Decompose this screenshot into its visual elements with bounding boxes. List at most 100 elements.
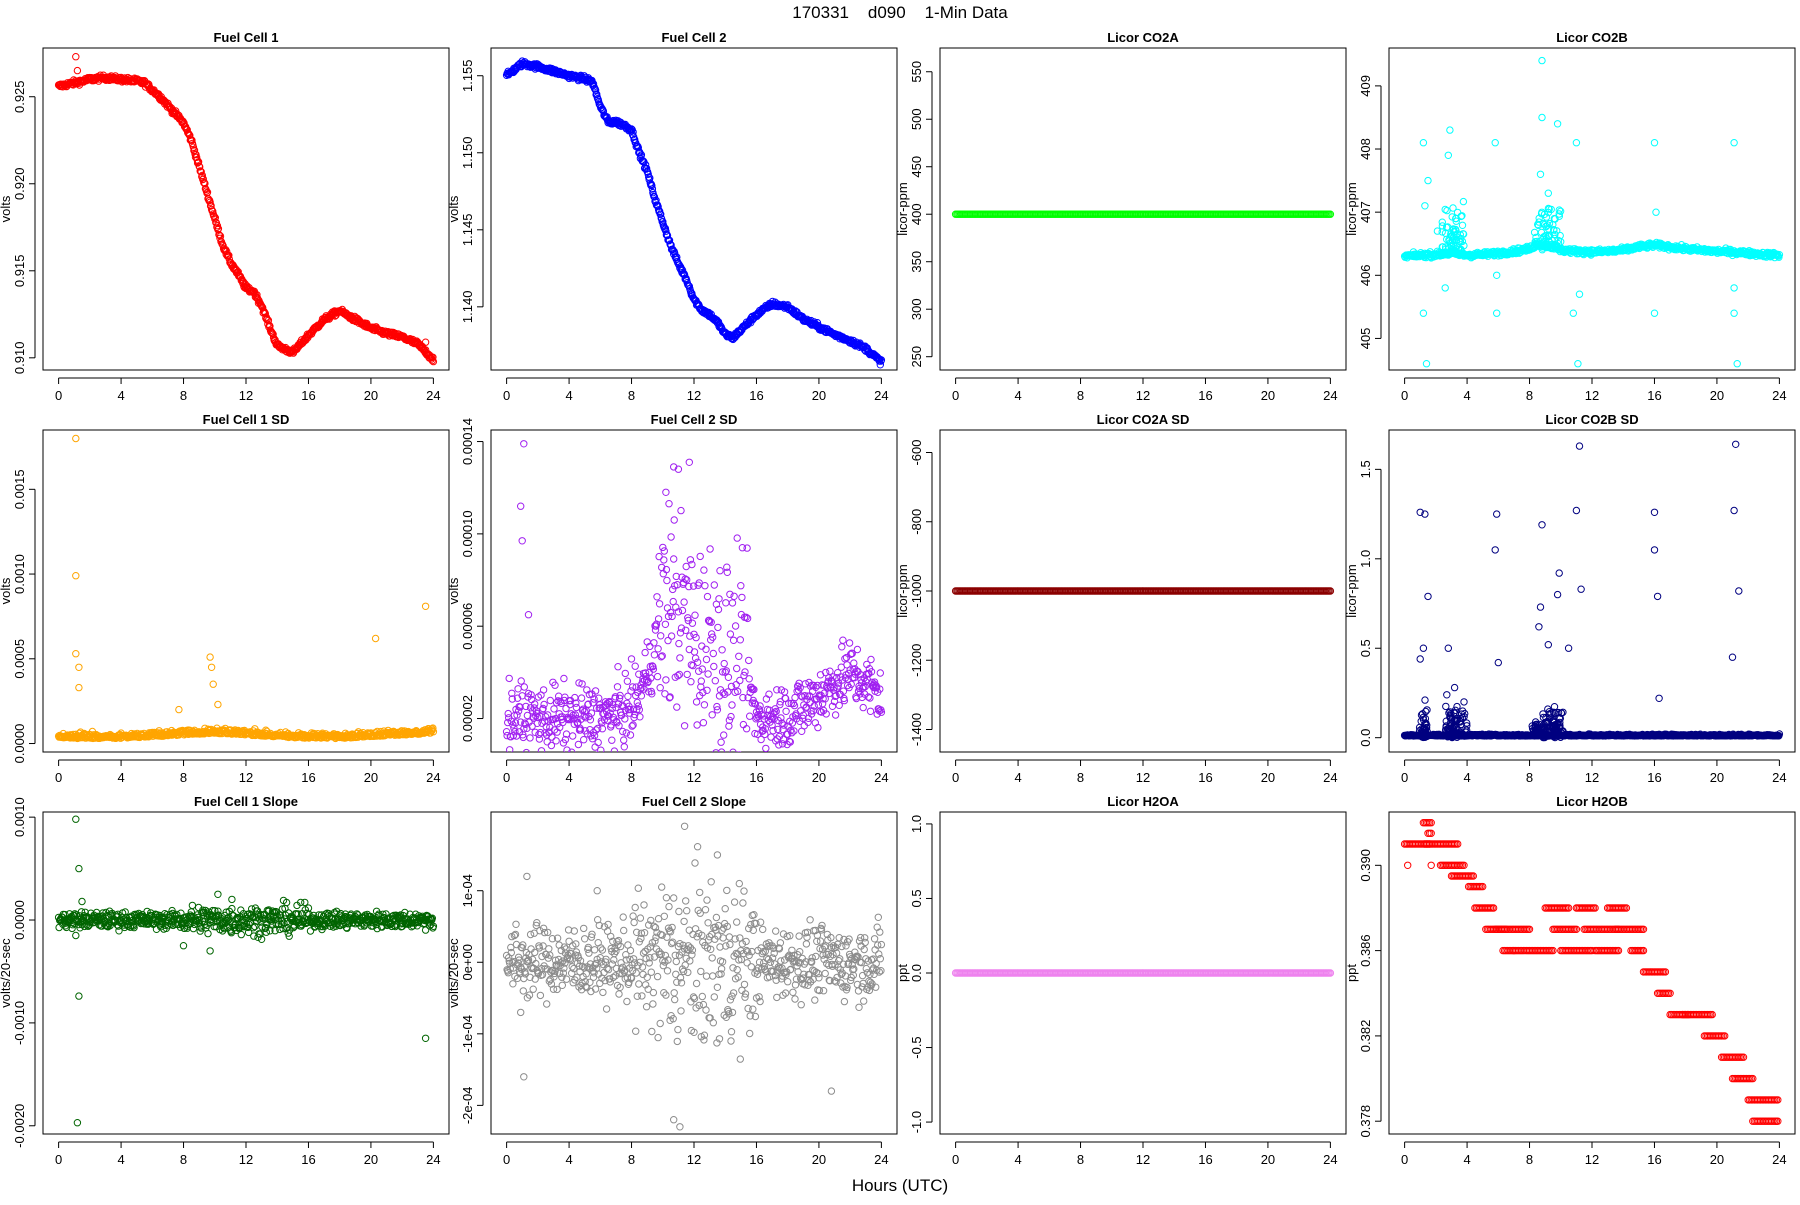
panel-fuel-cell-1-points [55,54,436,365]
panel-licor-co2a-x-tick-label: 24 [1323,388,1337,403]
panel-fuel-cell-1-sd-x-tick-label: 16 [301,770,315,785]
panel-fuel-cell-2-sd-point [532,701,538,707]
panel-fuel-cell-2-sd-point [527,735,533,741]
panel-fuel-cell-2-sd-point [676,640,682,646]
panel-fuel-cell-1-sd-point [176,706,182,712]
panel-fuel-cell-2-sd-point [596,695,602,701]
panel-licor-co2b-point [1425,177,1431,183]
panel-licor-co2b-x-tick-label: 24 [1772,388,1786,403]
panel-fuel-cell-1-y-label: volts [0,195,13,222]
panel-fuel-cell-1-sd-y-tick-label: 0.0010 [12,554,27,594]
panel-fuel-cell-2-sd-point [523,749,529,755]
panel-fuel-cell-2-sd-point [518,503,524,509]
panel-fuel-cell-1-sd-point [215,701,221,707]
panel-fuel-cell-2-sd-point [721,660,727,666]
panel-licor-co2b-point [1731,140,1737,146]
panel-licor-co2a-x-tick-label: 20 [1261,388,1275,403]
panel-fuel-cell-2-sd-y-label: volts [446,577,461,604]
panel-fuel-cell-2-sd-point [693,699,699,705]
panel-fuel-cell-2-sd-points [503,441,884,795]
panel-fuel-cell-2-sd-point [518,678,524,684]
panel-fuel-cell-2-sd-point [688,679,694,685]
panel-fuel-cell-2-sd-point [712,760,718,766]
panel-licor-co2b-x-tick-label: 20 [1710,388,1724,403]
panel-fuel-cell-1-title: Fuel Cell 1 [213,30,278,45]
panel-fuel-cell-2-sd-x-tick-label: 16 [749,770,763,785]
panel-fuel-cell-2-sd-point [763,745,769,751]
panel-fuel-cell-1-sd-point [73,573,79,579]
panel-fuel-cell-1-sd-point [207,654,213,660]
panel-fuel-cell-2-sd-point [656,601,662,607]
panel-fuel-cell-2-sd-point [734,665,740,671]
panel-fuel-cell-2-sd-point [694,722,700,728]
panel-licor-co2a-points [952,211,1333,217]
panel-licor-co2a-sd-title: Licor CO2A SD [1097,412,1190,427]
panel-fuel-cell-2-sd-point [729,600,735,606]
panel-fuel-cell-1-sd-x-tick-label: 20 [364,770,378,785]
panel-fuel-cell-2-sd-point [521,441,527,447]
panel-fuel-cell-2-sd-point [840,637,846,643]
panel-licor-co2b-sd-y-tick-label: 0.5 [1358,639,1373,657]
panel-fuel-cell-2-x-tick-label: 16 [749,388,763,403]
panel-licor-co2b-point [1651,310,1657,316]
panel-fuel-cell-2-sd-point [561,675,567,681]
panel-fuel-cell-1-sd-y-tick-label: 0.0000 [12,724,27,764]
panel-fuel-cell-1-sd-x-tick-label: 0 [55,770,62,785]
panel-fuel-cell-2-sd-point [657,685,663,691]
panel-licor-co2a-title: Licor CO2A [1107,30,1179,45]
panel-fuel-cell-2-sd-x-tick-label: 24 [874,770,888,785]
panel-licor-co2a-y-tick-label: 400 [909,203,924,225]
panel-fuel-cell-2-sd-x-tick-label: 4 [565,770,572,785]
panel-fuel-cell-2-y-tick-label: 1.140 [460,291,475,324]
panel-fuel-cell-2-sd-point [719,647,725,653]
panel-fuel-cell-2-sd-point [624,678,630,684]
panel-fuel-cell-2-sd-point [711,582,717,588]
panel-licor-co2b-sd-x-tick-label: 20 [1710,770,1724,785]
panel-fuel-cell-2-points [503,58,884,368]
panel-fuel-cell-2-sd-point [736,653,742,659]
panel-fuel-cell-2-sd-point [563,705,569,711]
panel-fuel-cell-2-x-tick-label: 0 [503,388,510,403]
panel-licor-co2b-x-tick-label: 0 [1401,388,1408,403]
panel-licor-co2b-x-tick-label: 16 [1647,388,1661,403]
panel-fuel-cell-2-sd-point [553,738,559,744]
panel-licor-co2b-point [1653,209,1659,215]
panel-licor-co2a-y-tick-label: 450 [909,156,924,178]
panel-fuel-cell-2-sd-point [718,739,724,745]
panel-fuel-cell-2-sd-point [681,599,687,605]
panel-licor-co2b-point [1445,152,1451,158]
panel-licor-co2b-point [1734,361,1740,367]
panel-fuel-cell-2-sd-y-tick-label: 0.00014 [460,418,475,465]
panel-licor-co2a-y-tick-label: 500 [909,108,924,130]
panel-licor-co2a-sd-x-tick-label: 16 [1198,770,1212,785]
panel-licor-co2b-sd-x-tick-label: 16 [1647,770,1661,785]
panel-fuel-cell-2-sd-point [515,686,521,692]
panel-fuel-cell-2-sd-point [691,649,697,655]
panel-fuel-cell-2-sd-point [664,577,670,583]
panel-fuel-cell-2-sd-point [728,713,734,719]
panel-fuel-cell-1-sd-point [76,684,82,690]
panel-fuel-cell-2-sd-point [628,656,634,662]
panel-licor-co2a-sd-x-tick-label: 8 [1077,770,1084,785]
panel-fuel-cell-2-sd-point [538,748,544,754]
panel-fuel-cell-2-sd-point [686,459,692,465]
panel-licor-co2b-point [1576,291,1582,297]
panel-licor-co2a-sd-y-label: licor-ppm [895,564,910,617]
panel-licor-co2a-sd-y-tick-label: -1400 [909,713,924,746]
panel-fuel-cell-1-x-tick-label: 12 [239,388,253,403]
panel-licor-co2b-title: Licor CO2B [1556,30,1628,45]
panel-fuel-cell-2-sd-point [536,736,542,742]
panel-fuel-cell-2-sd-point [727,631,733,637]
panel-licor-co2b-sd-x-tick-label: 4 [1463,770,1470,785]
panel-fuel-cell-2-sd-point [678,507,684,513]
panel-fuel-cell-2-sd-point [621,744,627,750]
panel-licor-co2b-sd-y-label: licor-ppm [1344,564,1359,617]
panel-fuel-cell-1-y-tick-label: 0.920 [12,167,27,200]
panel-fuel-cell-2-sd-point [704,593,710,599]
panel-fuel-cell-2-sd-point [703,656,709,662]
